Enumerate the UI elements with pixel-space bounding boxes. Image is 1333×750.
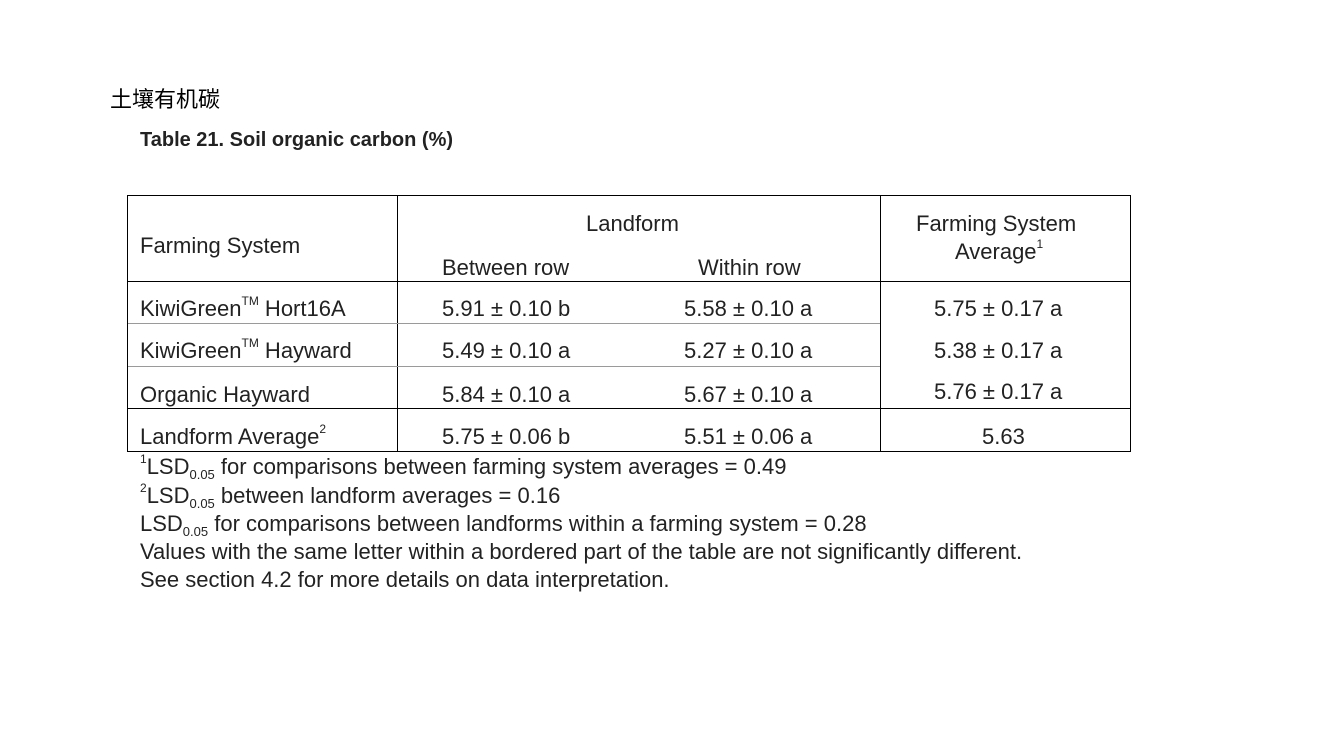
row-divider-1 — [128, 323, 880, 324]
cell-between: 5.49 ± 0.10 a — [442, 338, 571, 363]
cell-within: 5.58 ± 0.10 a — [684, 296, 813, 321]
landform-average-within: 5.51 ± 0.06 a — [684, 424, 813, 449]
row-divider-2 — [128, 366, 880, 367]
footnote-1: 1LSD0.05 for comparisons between farming… — [140, 452, 787, 482]
soil-carbon-table: Farming System Landform Between row With… — [127, 195, 1131, 452]
header-farming-system: Farming System — [140, 233, 301, 258]
header-fs-average-line2: Average1 — [955, 237, 1044, 264]
footnote-4: Values with the same letter within a bor… — [140, 539, 1023, 564]
header-within-row: Within row — [698, 255, 801, 280]
col-divider-2 — [880, 196, 881, 451]
footnote-3: LSD0.05 for comparisons between landform… — [140, 511, 867, 539]
row-label: Organic Hayward — [140, 382, 310, 407]
table-caption: Table 21. Soil organic carbon (%) — [140, 129, 454, 151]
cell-average: 5.75 ± 0.17 a — [934, 296, 1063, 321]
row-label: KiwiGreenTM Hort16A — [140, 294, 346, 321]
landform-average-between: 5.75 ± 0.06 b — [442, 424, 571, 449]
avg-divider — [128, 408, 1130, 409]
footnote-mark: 1 — [1036, 237, 1044, 251]
overall-average: 5.63 — [982, 424, 1025, 449]
cell-average: 5.76 ± 0.17 a — [934, 379, 1063, 404]
cell-average: 5.38 ± 0.17 a — [934, 338, 1063, 363]
row-label: KiwiGreenTM Hayward — [140, 336, 352, 363]
header-landform: Landform — [586, 211, 679, 236]
cell-between: 5.91 ± 0.10 b — [442, 296, 571, 321]
cell-within: 5.67 ± 0.10 a — [684, 382, 813, 407]
section-heading: 土壤有机碳 — [110, 88, 221, 113]
footnote-5: See section 4.2 for more details on data… — [140, 567, 670, 592]
header-fs-average: Farming System — [916, 211, 1077, 236]
header-divider — [128, 281, 1130, 282]
cell-within: 5.27 ± 0.10 a — [684, 338, 813, 363]
landform-average-label: Landform Average2 — [140, 422, 327, 449]
header-between-row: Between row — [442, 255, 570, 280]
cell-between: 5.84 ± 0.10 a — [442, 382, 571, 407]
footnote-2: 2LSD0.05 between landform averages = 0.1… — [140, 481, 561, 511]
